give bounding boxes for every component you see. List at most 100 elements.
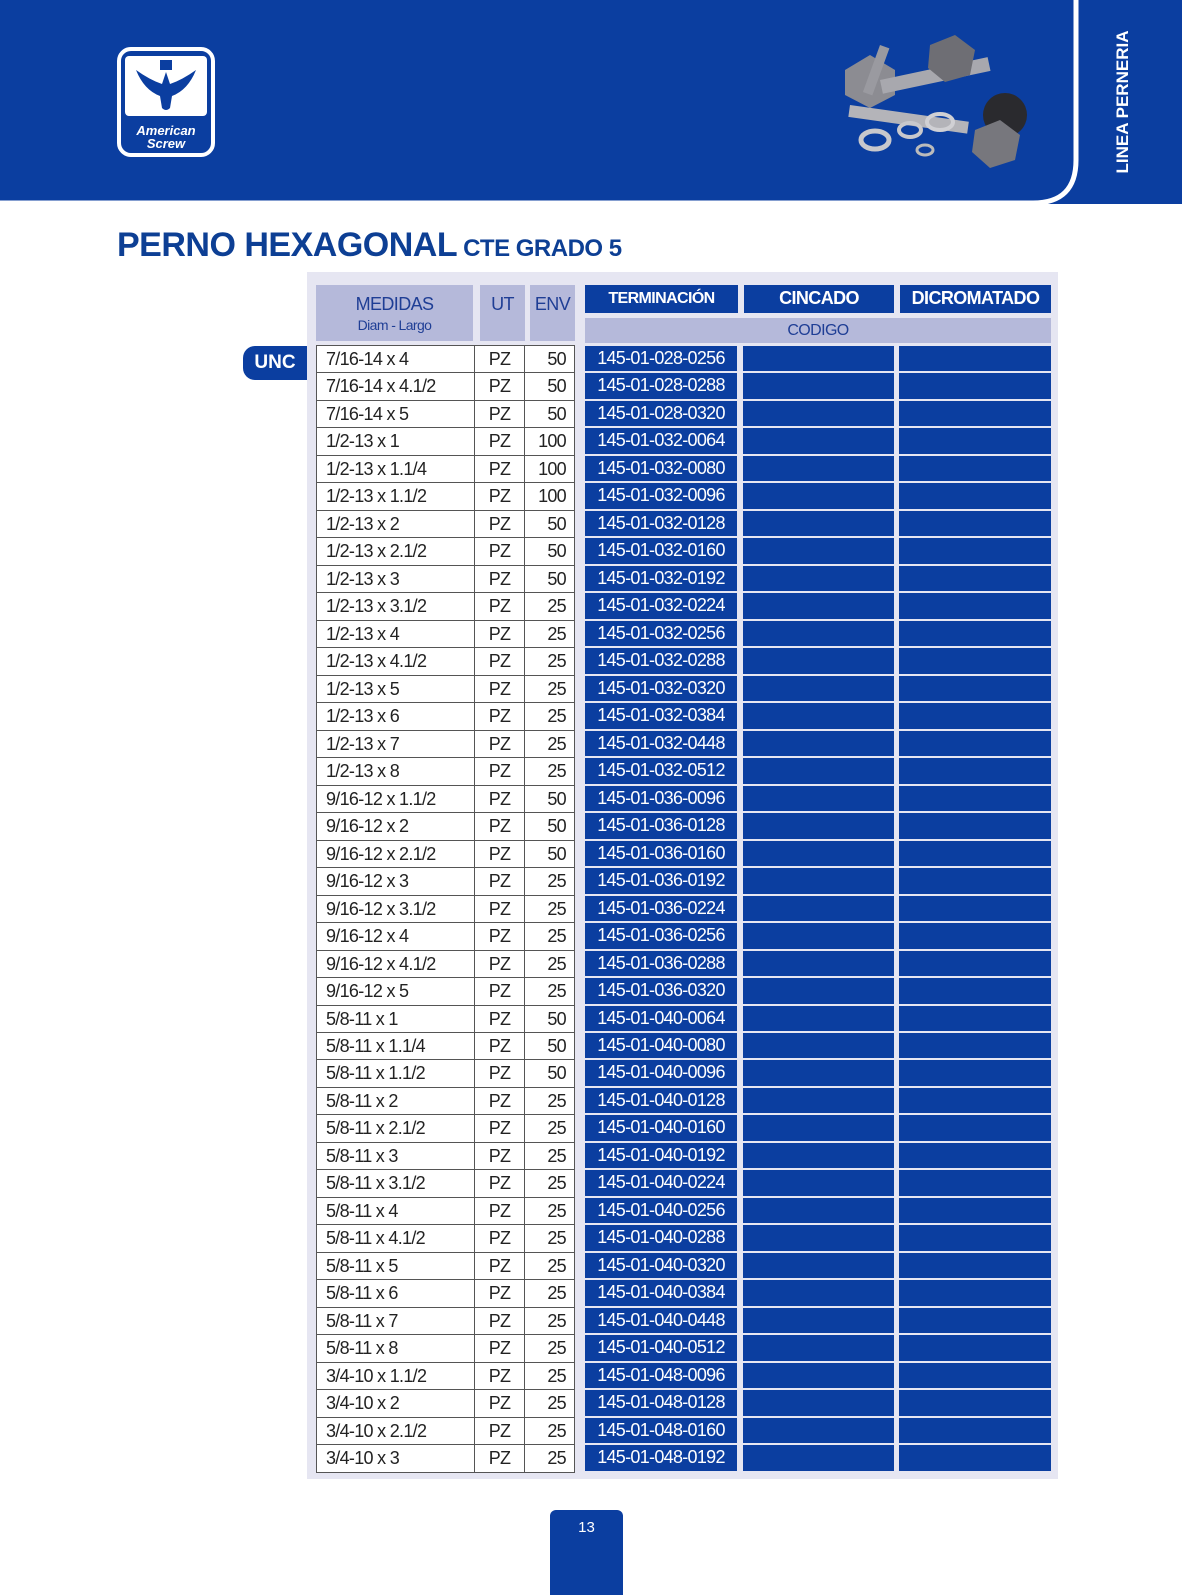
cell-env: 25	[524, 619, 575, 649]
col-header: DICROMATADO	[900, 285, 1051, 313]
cell-dicromatado	[899, 1197, 1051, 1224]
cell-codigo: 145-01-032-0064	[585, 428, 737, 454]
cell-cincado	[743, 675, 894, 702]
cell-dicromatado	[899, 895, 1051, 922]
cell-medidas: 5/8-11 x 3	[316, 1141, 475, 1171]
page-title: PERNO HEXAGONAL CTE GRADO 5	[117, 226, 622, 265]
cell-codigo: 145-01-036-0096	[585, 785, 737, 812]
cell-codigo: 145-01-032-0160	[585, 538, 737, 564]
cell-env: 50	[524, 537, 575, 566]
cell-codigo: 145-01-040-0160	[585, 1115, 737, 1141]
cell-dicromatado	[899, 620, 1051, 647]
cell-codigo: 145-01-040-0448	[585, 1307, 737, 1334]
cell-env: 25	[524, 1169, 575, 1198]
cell-cincado	[743, 978, 894, 1004]
cell-medidas: 3/4-10 x 1.1/2	[316, 1361, 475, 1391]
cell-env: 50	[524, 372, 575, 401]
cell-medidas: 1/2-13 x 8	[316, 757, 475, 786]
cell-env: 50	[524, 1032, 575, 1061]
cell-dicromatado	[899, 1335, 1051, 1361]
cell-cincado	[743, 758, 894, 784]
cell-ut: PZ	[474, 839, 525, 869]
cell-cincado	[743, 923, 894, 949]
cell-medidas: 9/16-12 x 2	[316, 812, 475, 841]
cell-ut: PZ	[474, 702, 525, 731]
cell-cincado	[743, 1142, 894, 1169]
cell-cincado	[743, 593, 894, 619]
header-medidas: MEDIDAS Diam - Largo	[316, 285, 473, 341]
cell-medidas: 1/2-13 x 1.1/4	[316, 454, 475, 484]
cell-cincado	[743, 455, 894, 482]
cell-cincado	[743, 648, 894, 674]
cell-dicromatado	[899, 1307, 1051, 1334]
cell-dicromatado	[899, 538, 1051, 564]
cell-dicromatado	[899, 510, 1051, 537]
cell-codigo: 145-01-048-0192	[585, 1445, 737, 1471]
cell-env: 25	[524, 757, 575, 786]
cell-dicromatado	[899, 483, 1051, 509]
cell-cincado	[743, 785, 894, 812]
cell-codigo: 145-01-036-0224	[585, 895, 737, 922]
cell-codigo: 145-01-036-0128	[585, 813, 737, 839]
cell-medidas: 5/8-11 x 8	[316, 1334, 475, 1363]
cell-cincado	[743, 1005, 894, 1031]
col-header: ENV	[530, 285, 575, 341]
cell-codigo: 145-01-040-0192	[585, 1142, 737, 1169]
cell-dicromatado	[899, 1060, 1051, 1086]
cell-codigo: 145-01-040-0256	[585, 1197, 737, 1224]
cell-env: 25	[524, 729, 575, 759]
cell-env: 25	[524, 1224, 575, 1253]
cell-dicromatado	[899, 565, 1051, 592]
cell-medidas: 5/8-11 x 1	[316, 1004, 475, 1033]
title-main: PERNO HEXAGONAL	[117, 226, 458, 264]
cell-codigo: 145-01-036-0192	[585, 868, 737, 894]
cell-dicromatado	[899, 785, 1051, 812]
cell-cincado	[743, 703, 894, 729]
cell-ut: PZ	[474, 1141, 525, 1171]
cell-cincado	[743, 510, 894, 537]
cell-env: 25	[524, 922, 575, 951]
col-header: TERMINACIÓN NEGRA	[585, 285, 738, 334]
cell-ut: PZ	[474, 1169, 525, 1198]
cell-cincado	[743, 840, 894, 867]
group-label: UNC	[243, 346, 307, 380]
cell-ut: PZ	[474, 1032, 525, 1061]
cell-ut: PZ	[474, 454, 525, 484]
cell-env: 25	[524, 1334, 575, 1363]
codigo-header: CODIGO	[585, 318, 1051, 343]
cell-medidas: 7/16-14 x 4.1/2	[316, 372, 475, 401]
cell-ut: PZ	[474, 1306, 525, 1336]
cell-dicromatado	[899, 1252, 1051, 1279]
cell-ut: PZ	[474, 949, 525, 979]
cell-dicromatado	[899, 1225, 1051, 1251]
cell-codigo: 145-01-048-0096	[585, 1362, 737, 1389]
cell-ut: PZ	[474, 1444, 525, 1473]
cell-medidas: 9/16-12 x 1.1/2	[316, 784, 475, 814]
cell-cincado	[743, 1390, 894, 1416]
cell-env: 25	[524, 1114, 575, 1143]
cell-cincado	[743, 1115, 894, 1141]
cell-dicromatado	[899, 593, 1051, 619]
cell-env: 25	[524, 1361, 575, 1391]
cell-cincado	[743, 620, 894, 647]
cell-codigo: 145-01-040-0288	[585, 1225, 737, 1251]
cell-env: 100	[524, 482, 575, 511]
cell-codigo: 145-01-028-0288	[585, 373, 737, 399]
cell-ut: PZ	[474, 1196, 525, 1226]
cell-medidas: 5/8-11 x 7	[316, 1306, 475, 1336]
cell-cincado	[743, 1362, 894, 1389]
col-header: CINCADO	[744, 285, 894, 313]
cell-codigo: 145-01-032-0128	[585, 510, 737, 537]
cell-medidas: 5/8-11 x 2.1/2	[316, 1114, 475, 1143]
cell-ut: PZ	[474, 564, 525, 594]
cell-medidas: 1/2-13 x 6	[316, 702, 475, 731]
cell-env: 50	[524, 812, 575, 841]
cell-medidas: 9/16-12 x 3	[316, 867, 475, 896]
cell-dicromatado	[899, 428, 1051, 454]
cell-codigo: 145-01-048-0160	[585, 1417, 737, 1444]
cell-ut: PZ	[474, 1059, 525, 1088]
cell-env: 25	[524, 647, 575, 676]
cell-ut: PZ	[474, 1251, 525, 1281]
cell-cincado	[743, 868, 894, 894]
cell-env: 25	[524, 1251, 575, 1281]
